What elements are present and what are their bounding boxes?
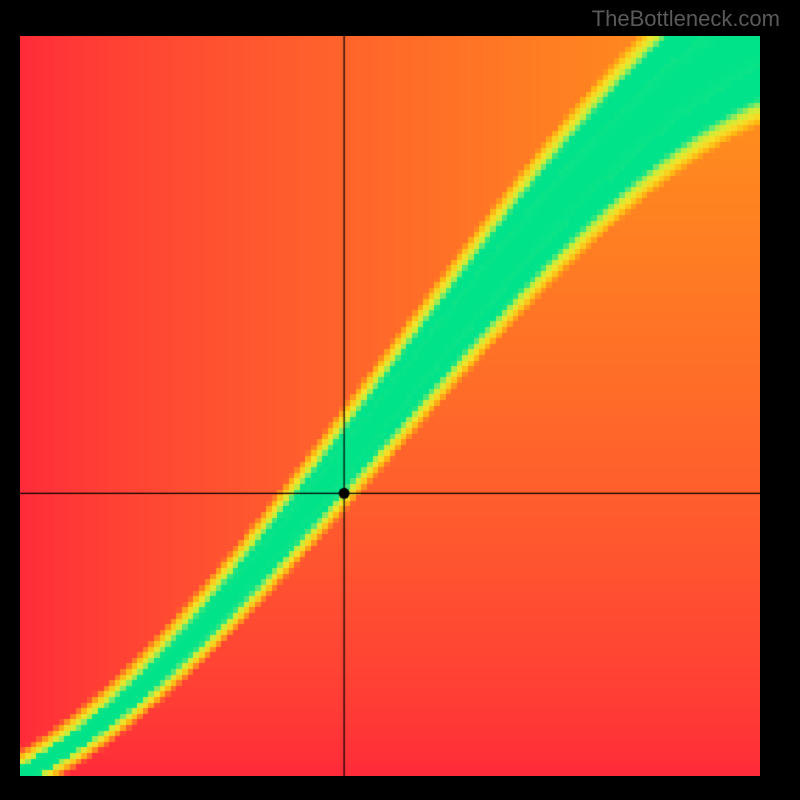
chart-container: { "attribution": { "text": "TheBottlenec… xyxy=(0,0,800,800)
attribution-text: TheBottleneck.com xyxy=(592,6,780,32)
bottleneck-heatmap xyxy=(20,36,760,776)
